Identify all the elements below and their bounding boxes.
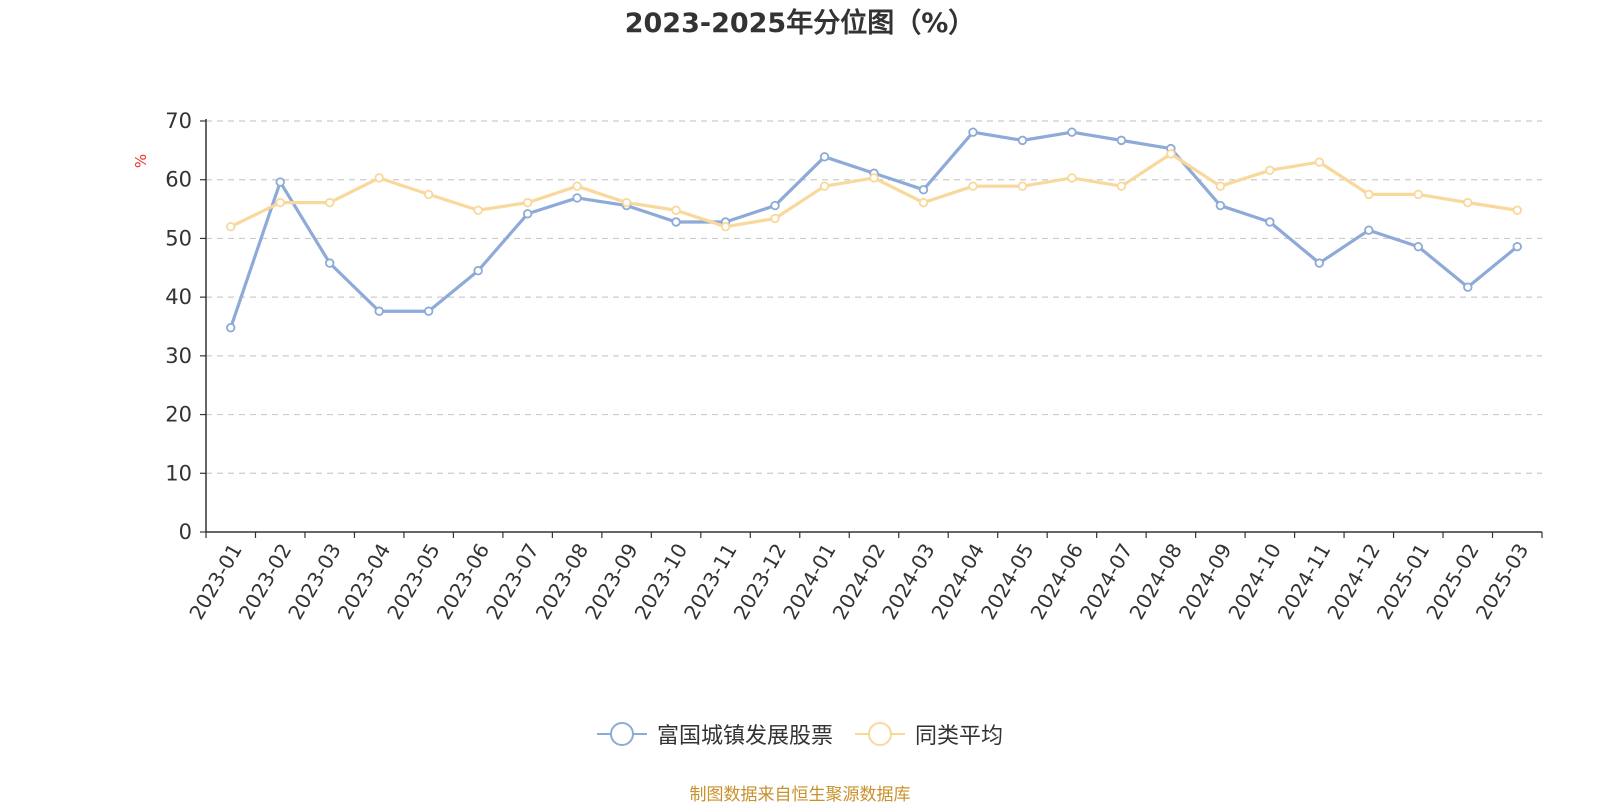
data-point-1: [1314, 157, 1325, 167]
data-source-note: 制图数据来自恒生聚源数据库: [689, 785, 911, 805]
y-tick-label: 70: [165, 109, 192, 133]
data-point-1: [275, 197, 285, 208]
legend-label-average: 同类平均: [915, 724, 1004, 749]
legend-item-average[interactable]: 同类平均: [855, 718, 1003, 750]
data-point-1: [918, 197, 929, 208]
data-point-1: [522, 197, 533, 208]
y-tick-label: 40: [165, 285, 192, 309]
data-point-1: [968, 181, 978, 191]
series-lines: [226, 127, 1522, 333]
legend-circle-icon: [855, 721, 905, 747]
data-point-1: [1017, 181, 1028, 191]
data-point-0: [1116, 135, 1127, 146]
data-point-0: [1512, 241, 1522, 252]
legend-item-fund[interactable]: 富国城镇发展股票: [596, 718, 833, 750]
data-point-1: [819, 181, 830, 191]
data-point-1: [1364, 189, 1374, 200]
data-point-0: [770, 200, 780, 211]
y-tick-label: 10: [165, 461, 192, 485]
data-point-1: [473, 205, 483, 215]
data-point-1: [1067, 173, 1077, 183]
y-tick-label: 0: [179, 520, 192, 544]
data-point-0: [572, 193, 582, 203]
data-point-0: [1413, 241, 1423, 252]
data-point-1: [1512, 205, 1522, 215]
data-point-1: [1413, 189, 1423, 200]
data-point-0: [918, 184, 929, 195]
data-point-1: [720, 221, 731, 232]
data-point-0: [423, 306, 434, 316]
data-point-1: [1463, 197, 1473, 208]
data-point-1: [671, 205, 681, 215]
data-point-1: [423, 189, 434, 200]
data-point-0: [374, 306, 384, 316]
series-line-1: [230, 152, 1518, 229]
data-point-0: [1463, 282, 1473, 292]
data-point-1: [869, 173, 879, 183]
data-point-0: [1314, 258, 1325, 268]
data-point-1: [621, 197, 632, 208]
data-point-0: [522, 209, 533, 219]
legend: 富国城镇发展股票 同类平均: [0, 718, 1600, 750]
data-point-1: [226, 221, 236, 232]
data-point-1: [1265, 165, 1275, 176]
data-point-1: [770, 213, 780, 224]
data-point-0: [325, 258, 335, 268]
chart-title: 2023-2025年分位图（%）: [624, 8, 976, 39]
data-point-1: [374, 173, 384, 183]
axes: 0102030405060702023-012023-022023-032023…: [165, 109, 1543, 624]
legend-circle-icon: [596, 721, 647, 747]
data-point-1: [1166, 149, 1176, 159]
data-point-0: [671, 217, 681, 227]
data-point-0: [819, 152, 830, 162]
y-axis-label: %: [132, 154, 150, 168]
data-point-0: [968, 127, 978, 137]
data-point-0: [226, 322, 236, 333]
y-tick-label: 60: [165, 168, 192, 192]
y-tick-label: 30: [165, 344, 192, 368]
data-point-0: [1017, 135, 1028, 146]
data-point-0: [275, 177, 285, 187]
series-line-0: [229, 130, 1519, 329]
data-point-1: [1215, 181, 1226, 191]
data-point-0: [1364, 225, 1374, 235]
legend-label-fund: 富国城镇发展股票: [656, 724, 833, 749]
data-point-0: [1067, 127, 1077, 137]
y-tick-label: 50: [165, 226, 192, 250]
data-point-0: [473, 266, 483, 276]
data-point-0: [1215, 200, 1226, 211]
data-point-1: [1116, 181, 1127, 191]
data-point-1: [572, 181, 582, 191]
data-point-0: [1265, 217, 1275, 227]
y-tick-label: 20: [165, 403, 192, 427]
data-point-1: [325, 197, 335, 208]
grid-lines: [206, 120, 1542, 474]
